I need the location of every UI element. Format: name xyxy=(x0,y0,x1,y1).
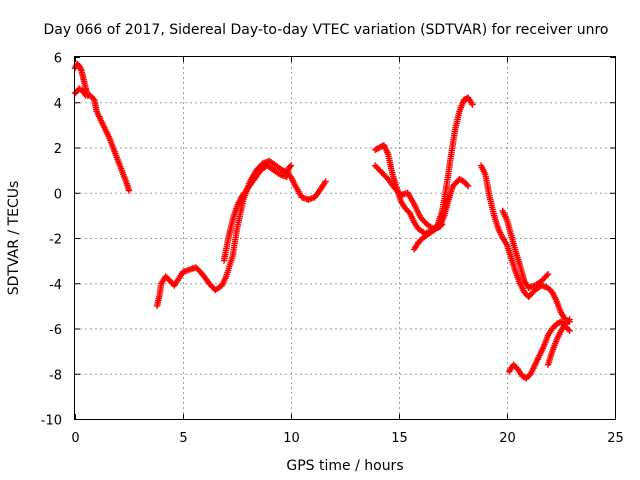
x-axis-label: GPS time / hours xyxy=(286,458,403,474)
x-tick-label: 5 xyxy=(179,431,187,446)
x-tick-label: 10 xyxy=(283,431,300,446)
y-tick-label: 6 xyxy=(54,52,62,67)
data-series-5 xyxy=(372,94,476,237)
data-point xyxy=(469,101,476,108)
data-point xyxy=(566,327,573,334)
data-series-8 xyxy=(477,162,573,325)
data-series-1 xyxy=(71,85,133,194)
y-tick-label: -10 xyxy=(41,414,62,429)
data-point xyxy=(544,271,552,278)
data-series-11 xyxy=(544,316,573,368)
data-series-6 xyxy=(372,162,472,233)
x-tick-label: 20 xyxy=(499,431,516,446)
data-series-4 xyxy=(220,162,295,264)
x-tick-label: 15 xyxy=(391,431,408,446)
data-series-3 xyxy=(153,157,329,310)
data-point xyxy=(322,178,329,185)
x-tick-label: 25 xyxy=(607,431,624,446)
data-point xyxy=(464,182,472,190)
data-point xyxy=(125,187,133,194)
data-point xyxy=(286,163,294,170)
data-layer xyxy=(71,60,573,382)
y-tick-label: -8 xyxy=(49,368,62,383)
data-point xyxy=(439,221,446,228)
y-tick-label: -4 xyxy=(49,278,62,293)
plot-frame xyxy=(74,56,616,420)
data-point xyxy=(543,272,550,279)
data-point xyxy=(84,92,92,99)
data-point xyxy=(287,162,295,169)
data-series-7 xyxy=(410,221,446,253)
grid-layer xyxy=(75,57,615,419)
y-tick-label: -2 xyxy=(49,233,62,248)
y-tick-label: -6 xyxy=(49,323,62,338)
y-tick-label: 4 xyxy=(54,97,62,112)
y-axis-label: SDTVAR / TECUs xyxy=(6,181,22,296)
data-point xyxy=(566,316,573,323)
chart-title: Day 066 of 2017, Sidereal Day-to-day VTE… xyxy=(44,22,609,38)
data-series-9 xyxy=(499,207,552,291)
y-tick-label: 0 xyxy=(54,187,62,202)
tick-layer: 0 5 10 15 20 25 -10 -8 -6 -4 -2 0 2 4 6 xyxy=(41,52,624,447)
y-tick-label: 2 xyxy=(54,142,62,157)
data-series-10 xyxy=(506,318,573,382)
x-tick-label: 0 xyxy=(71,431,79,446)
